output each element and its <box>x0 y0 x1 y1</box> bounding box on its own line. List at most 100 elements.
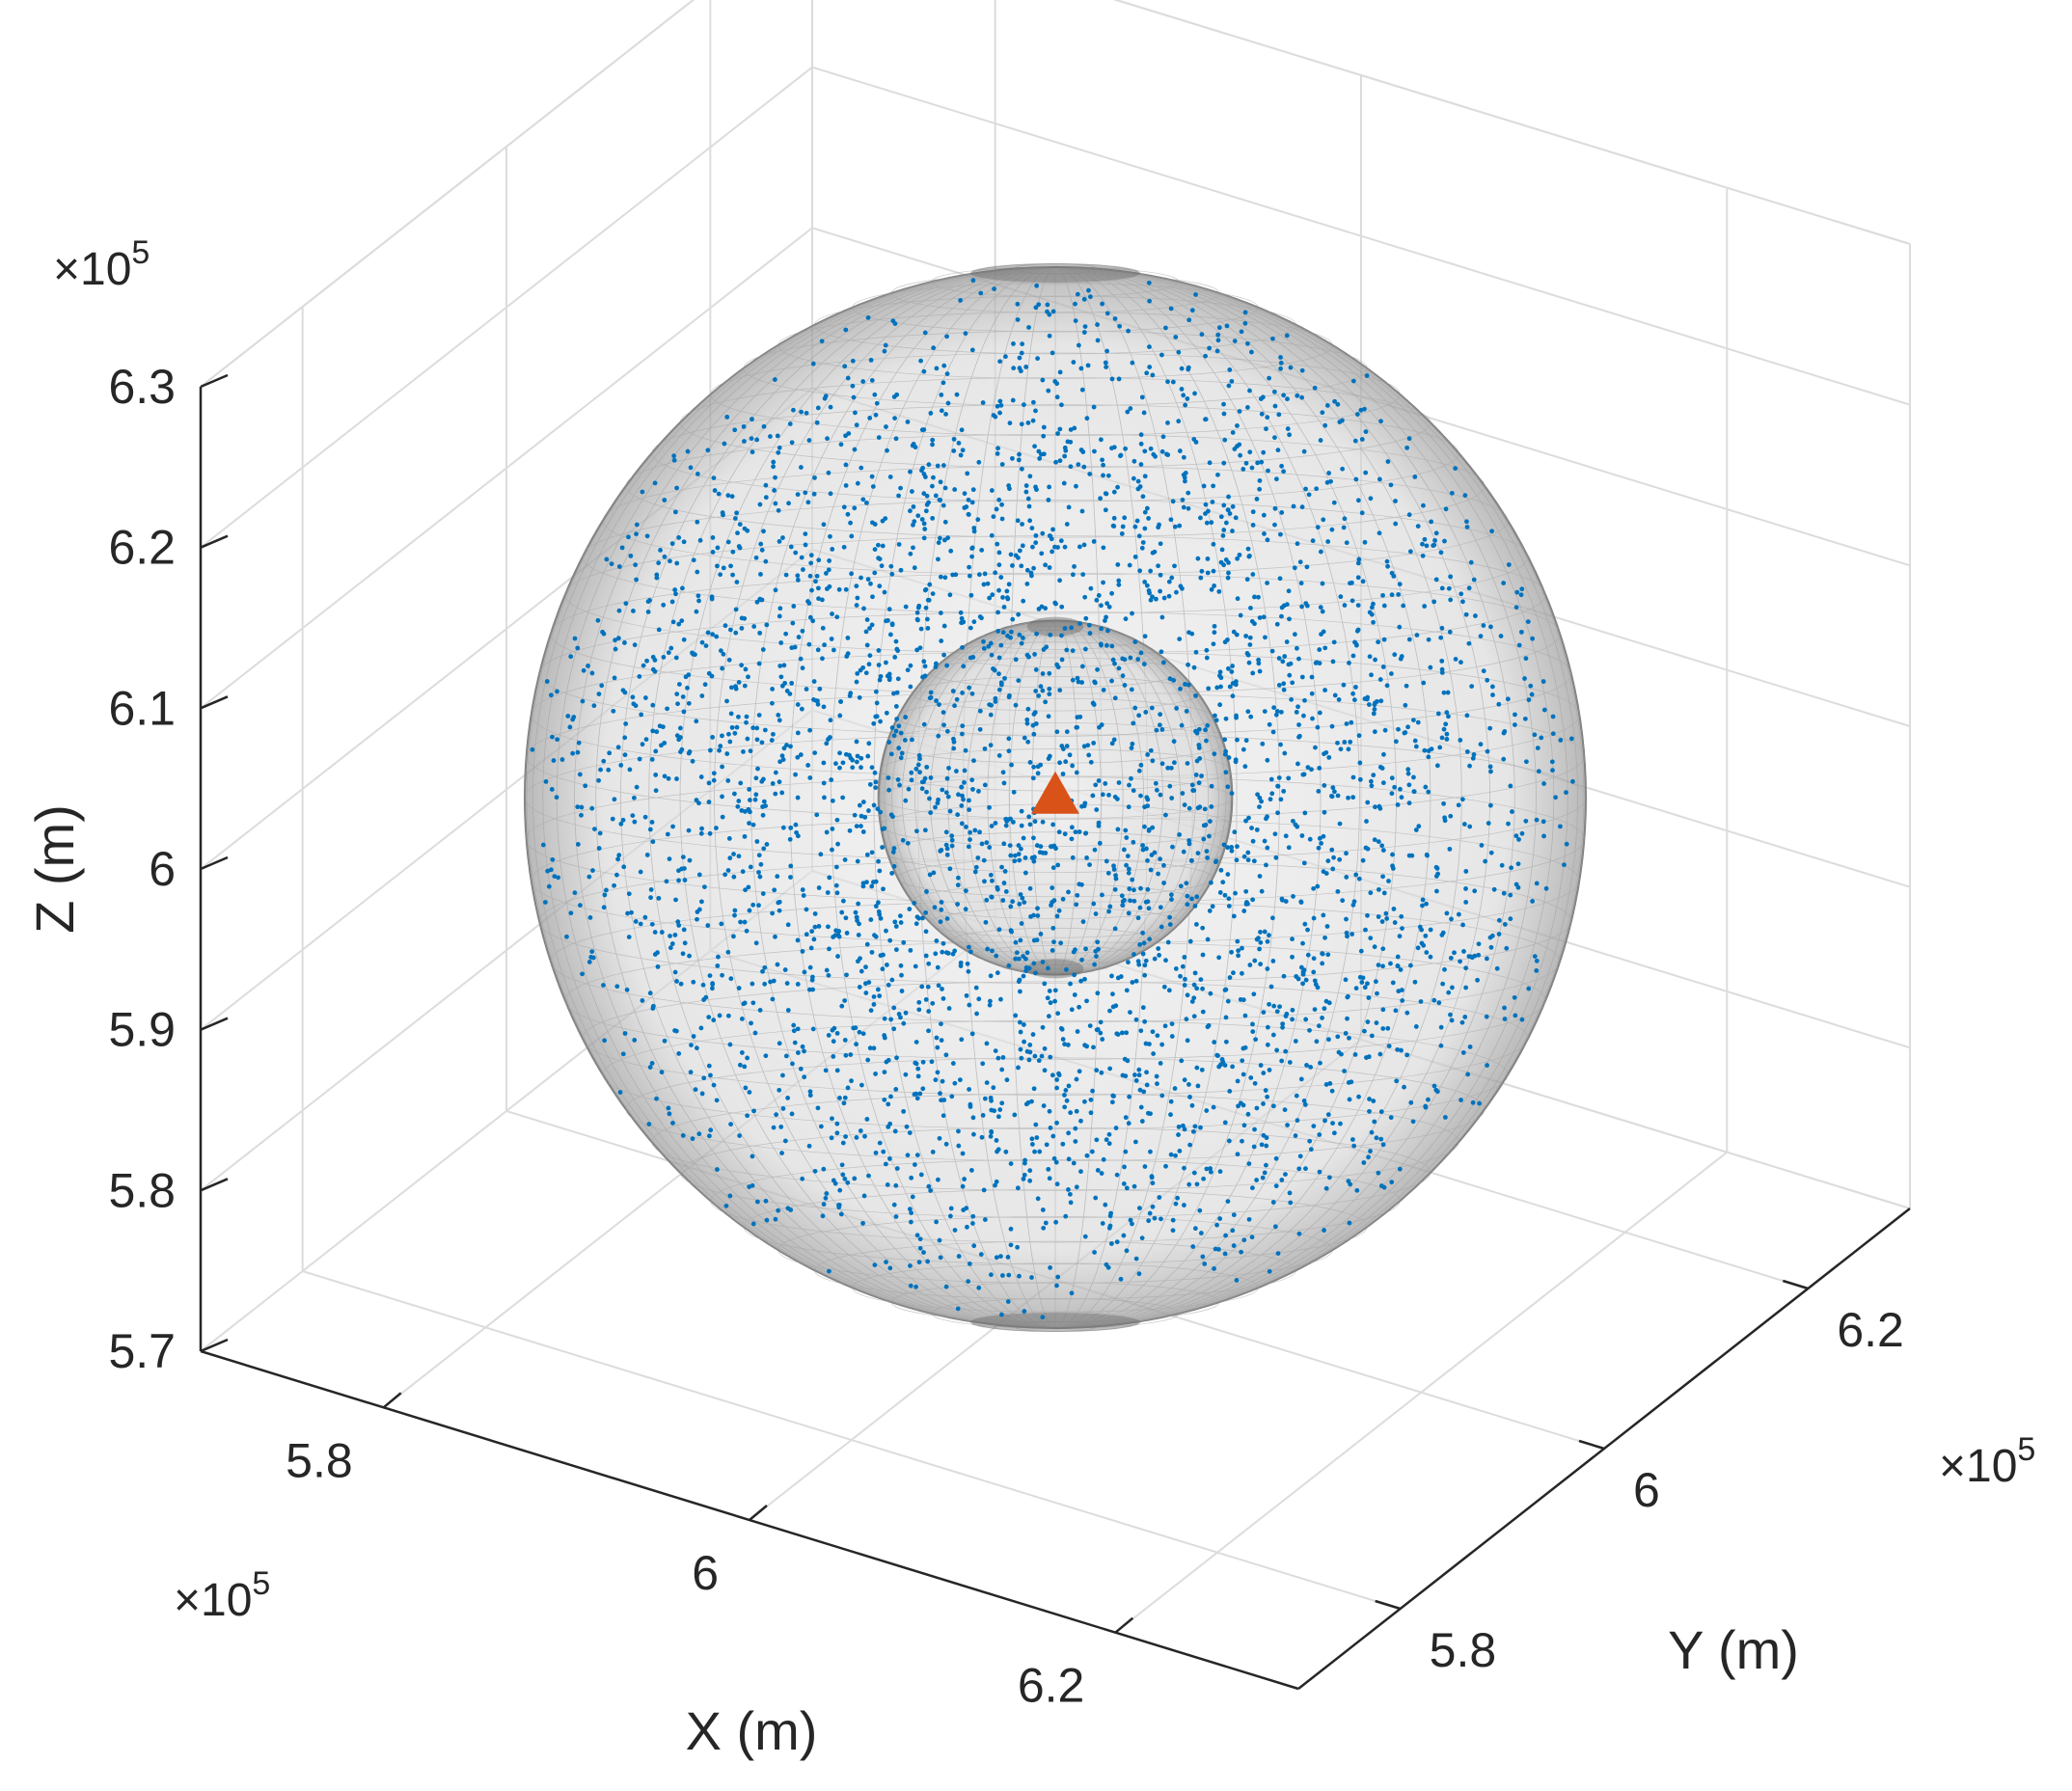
data-point <box>1239 1249 1244 1255</box>
data-point <box>726 836 732 841</box>
data-point <box>1019 640 1024 646</box>
data-point <box>873 879 879 884</box>
data-point <box>825 436 830 442</box>
data-point <box>1193 773 1199 777</box>
data-point <box>859 755 864 761</box>
data-point <box>1005 1255 1011 1260</box>
data-point <box>1020 341 1025 347</box>
data-point <box>787 421 793 426</box>
data-point <box>552 874 558 879</box>
data-point <box>871 1002 877 1007</box>
data-point <box>1240 467 1246 472</box>
data-point <box>1463 965 1469 971</box>
data-point <box>1173 965 1179 971</box>
data-point <box>1259 888 1265 894</box>
data-point <box>1215 472 1220 477</box>
data-point <box>1460 1050 1466 1055</box>
data-point <box>1487 725 1493 731</box>
data-point <box>664 879 669 884</box>
data-point <box>1350 902 1356 908</box>
data-point <box>1099 437 1104 443</box>
data-point <box>1138 762 1144 768</box>
data-point <box>959 1037 965 1043</box>
data-point <box>1423 1103 1429 1109</box>
data-point <box>1023 1101 1029 1107</box>
data-point <box>1194 986 1200 991</box>
data-point <box>1265 415 1270 421</box>
data-point <box>737 522 743 528</box>
data-point <box>803 490 808 496</box>
data-point <box>795 702 801 707</box>
data-point <box>871 720 877 726</box>
data-point <box>1100 1221 1105 1226</box>
data-point <box>915 1073 921 1079</box>
data-point <box>908 1263 913 1268</box>
data-point <box>1101 545 1106 551</box>
data-point <box>812 1168 818 1174</box>
data-point <box>1369 672 1374 678</box>
data-point <box>1186 1082 1191 1087</box>
data-point <box>1186 662 1190 667</box>
data-point <box>1091 741 1097 746</box>
data-point <box>770 996 776 1002</box>
data-point <box>1015 518 1021 524</box>
data-point <box>1513 882 1519 887</box>
data-point <box>1120 673 1126 679</box>
data-point <box>1281 393 1287 398</box>
data-point <box>1380 1142 1386 1148</box>
data-point <box>1385 563 1390 569</box>
data-point <box>1079 387 1085 393</box>
data-point <box>1057 458 1063 464</box>
data-point <box>835 841 840 847</box>
data-point <box>1489 933 1495 938</box>
data-point <box>559 757 565 762</box>
data-point <box>1530 899 1535 904</box>
data-point <box>1019 823 1024 828</box>
data-point <box>1132 1072 1137 1077</box>
data-point <box>754 1199 760 1205</box>
data-point <box>1096 592 1102 598</box>
data-point <box>795 795 801 801</box>
data-point <box>1270 1103 1276 1109</box>
data-point <box>924 493 930 499</box>
x-tick-label: 5.8 <box>286 1433 353 1487</box>
data-point <box>1109 376 1115 382</box>
data-point <box>947 1213 953 1219</box>
data-point <box>1043 1220 1049 1226</box>
data-point <box>555 737 560 743</box>
data-point <box>921 491 927 497</box>
data-point <box>970 1213 976 1219</box>
data-point <box>1444 731 1450 737</box>
data-point <box>642 914 648 920</box>
data-point <box>878 809 884 815</box>
data-point <box>1243 460 1249 466</box>
data-point <box>1056 829 1062 835</box>
data-point <box>638 921 643 927</box>
data-point <box>1304 603 1310 609</box>
data-point <box>1283 833 1289 839</box>
data-point <box>1050 925 1056 931</box>
data-point <box>760 647 766 652</box>
data-point <box>1211 1104 1216 1110</box>
data-point <box>997 359 1003 365</box>
data-point <box>1171 678 1177 683</box>
data-point <box>1416 824 1422 829</box>
data-point <box>773 791 778 797</box>
data-point <box>1277 1004 1282 1010</box>
data-point <box>1422 747 1428 753</box>
data-point <box>1069 1007 1075 1013</box>
data-point <box>1109 741 1115 746</box>
data-point <box>729 685 734 691</box>
data-point <box>1110 1004 1116 1010</box>
data-point <box>1488 769 1493 774</box>
data-point <box>974 1011 979 1017</box>
data-point <box>1033 305 1039 311</box>
data-point <box>1448 1012 1453 1018</box>
data-point <box>1444 710 1450 716</box>
data-point <box>1206 1022 1212 1028</box>
data-point <box>1044 644 1050 650</box>
data-point <box>1223 1039 1229 1045</box>
data-point <box>1106 604 1112 610</box>
data-point <box>1137 905 1143 910</box>
data-point <box>1496 932 1502 936</box>
